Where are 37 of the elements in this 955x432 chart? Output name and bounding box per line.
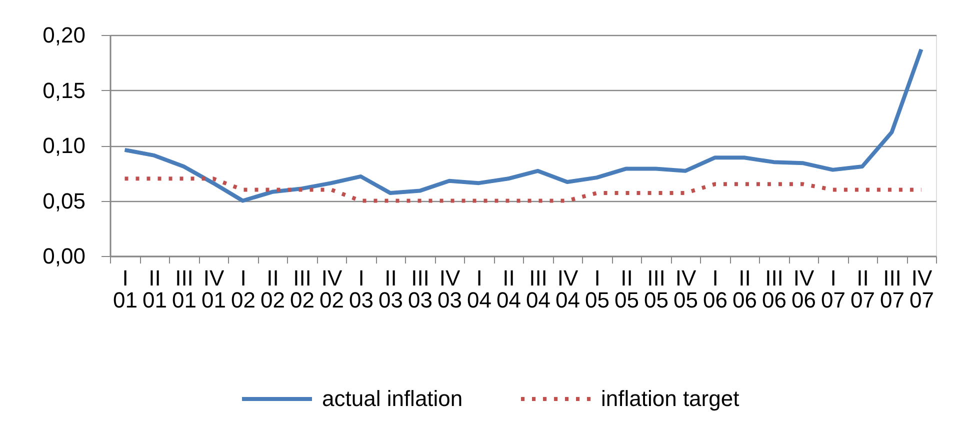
x-tick-label: III 03: [408, 266, 432, 312]
y-tick-label: 0,20: [42, 22, 86, 48]
y-tick-label: 0,00: [42, 244, 86, 268]
line-series: [122, 47, 924, 203]
x-tick-label: I 07: [821, 266, 846, 312]
x-tick-label: I 04: [467, 266, 492, 312]
x-tick-label: II 05: [614, 266, 639, 312]
x-tick-label: I 01: [113, 266, 138, 312]
x-tick-label: IV 03: [438, 266, 462, 312]
x-tick-label: I 02: [231, 266, 256, 312]
y-tick-label: 0,15: [42, 78, 86, 103]
x-tick-label: III 05: [644, 266, 668, 312]
x-tick-label: I 06: [703, 266, 728, 312]
x-tick-label: II 04: [496, 266, 521, 312]
x-tick-label: III 02: [290, 266, 314, 312]
x-tick-label: IV 02: [320, 266, 344, 312]
x-tick-label: III 01: [172, 266, 196, 312]
line-series: [122, 176, 924, 203]
x-tick-label: IV 01: [202, 266, 226, 312]
y-tick-label: 0,05: [42, 188, 86, 214]
x-tick-label: IV 06: [792, 266, 816, 312]
legend-label: actual inflation: [322, 386, 463, 411]
x-tick-label: IV 05: [674, 266, 698, 312]
x-tick-label: IV 04: [556, 266, 580, 312]
x-tick-label: I 03: [349, 266, 374, 312]
x-tick-label: I 05: [585, 266, 610, 312]
x-tick-label: III 04: [526, 266, 550, 312]
x-tick-label: II 06: [732, 266, 757, 312]
x-tick-label: II 07: [850, 266, 875, 312]
x-tick-label: III 07: [880, 266, 904, 312]
x-tick-label: II 01: [142, 266, 167, 312]
x-tick-label: III 06: [762, 266, 786, 312]
x-tick-label: IV 07: [910, 266, 934, 312]
y-tick-label: 0,10: [42, 133, 86, 158]
x-tick-label: II 03: [378, 266, 403, 312]
x-tick-label: II 02: [260, 266, 285, 312]
legend-label: inflation target: [601, 386, 740, 411]
